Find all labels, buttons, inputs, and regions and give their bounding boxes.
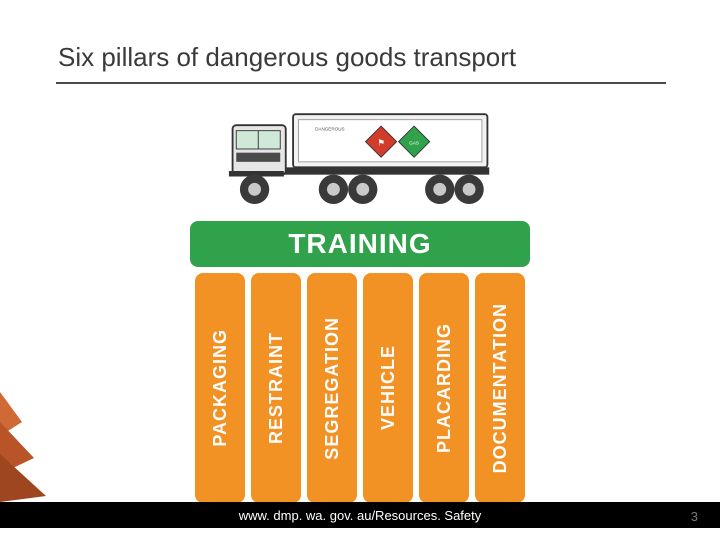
pillars-diagram: DANGEROUS ⚑ GAS <box>170 105 550 503</box>
corner-decoration-icon <box>0 392 60 502</box>
footer-bar: www. dmp. wa. gov. au/Resources. Safety <box>0 502 720 528</box>
pillar-vehicle: VEHICLE <box>363 273 413 503</box>
container-label: DANGEROUS <box>315 127 345 132</box>
page-number: 3 <box>691 509 698 524</box>
truck-svg: DANGEROUS ⚑ GAS <box>215 105 505 215</box>
footer-url: www. dmp. wa. gov. au/Resources. Safety <box>239 508 482 523</box>
pillar-documentation: DOCUMENTATION <box>475 273 525 503</box>
pillars-row: PACKAGING RESTRAINT SEGREGATION VEHICLE … <box>170 273 550 503</box>
truck-wheels <box>240 175 484 204</box>
pillar-placarding: PLACARDING <box>419 273 469 503</box>
svg-text:⚑: ⚑ <box>377 138 384 147</box>
training-label: TRAINING <box>288 228 431 260</box>
truck-illustration: DANGEROUS ⚑ GAS <box>215 105 505 215</box>
pillar-segregation: SEGREGATION <box>307 273 357 503</box>
pillar-restraint: RESTRAINT <box>251 273 301 503</box>
title-underline <box>56 82 666 84</box>
pillar-packaging: PACKAGING <box>195 273 245 503</box>
slide-title: Six pillars of dangerous goods transport <box>58 42 516 73</box>
training-bar: TRAINING <box>190 221 530 267</box>
svg-text:GAS: GAS <box>409 140 419 145</box>
